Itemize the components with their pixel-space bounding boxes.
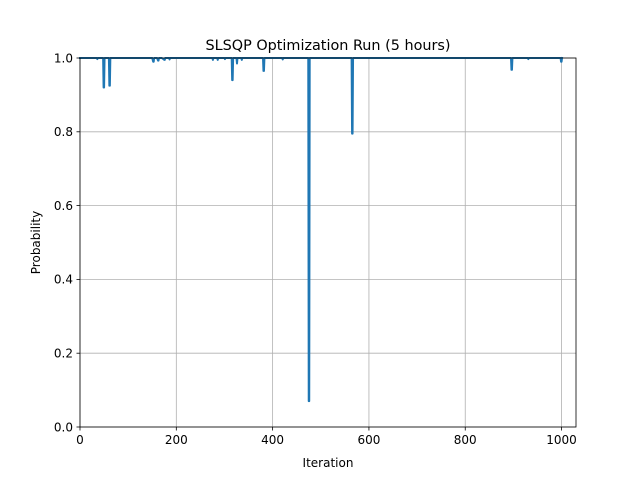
y-tick-label: 0.0 xyxy=(54,420,73,434)
x-tick-label: 800 xyxy=(454,433,477,447)
y-axis-ticks: 0.0 0.2 0.4 0.6 0.8 1.0 xyxy=(54,51,80,434)
axes-frame xyxy=(79,57,577,428)
grid-lines xyxy=(79,57,576,428)
x-tick-label: 1000 xyxy=(546,433,577,447)
x-axis-ticks: 0 200 400 600 800 1000 xyxy=(76,427,577,447)
y-tick-label: 0.8 xyxy=(54,125,73,139)
chart-title: SLSQP Optimization Run (5 hours) xyxy=(205,38,450,54)
y-tick-label: 0.4 xyxy=(54,273,73,287)
y-tick-label: 0.2 xyxy=(54,347,73,361)
plot-area xyxy=(80,58,576,427)
x-tick-label: 0 xyxy=(76,433,84,447)
x-tick-label: 600 xyxy=(357,433,380,447)
y-tick-label: 1.0 xyxy=(54,51,73,65)
x-axis-label: Iteration xyxy=(303,456,354,470)
x-tick-label: 400 xyxy=(261,433,284,447)
y-axis-label: Probability xyxy=(29,211,43,274)
y-tick-label: 0.6 xyxy=(54,199,73,213)
x-tick-label: 200 xyxy=(165,433,188,447)
